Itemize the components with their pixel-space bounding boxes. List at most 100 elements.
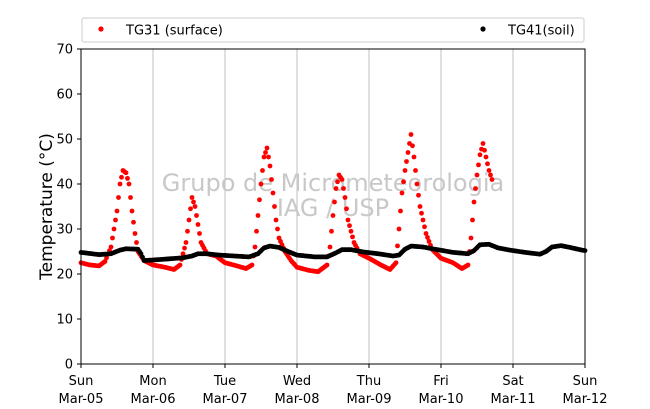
data-point [132,231,138,236]
data-point [270,190,276,196]
data-point [102,259,108,264]
legend[interactable]: TG31 (surface) TG41(soil) [81,17,585,43]
x-tick-date: Mar-06 [131,392,176,407]
data-point [189,195,195,200]
data-point [482,147,487,153]
y-tick-label: 40 [56,178,73,193]
data-point [117,181,123,187]
data-point [474,172,480,178]
data-point [425,235,430,240]
data-point [114,208,120,214]
x-tick-date: Mar-12 [563,392,608,407]
data-point [470,217,475,223]
data-point [342,195,348,200]
plot-frame [80,48,586,365]
series-soil [78,241,588,263]
vertical-grid [152,49,514,364]
data-point [188,206,193,212]
legend-marker-surface [98,26,104,32]
y-tick-label: 60 [56,88,73,103]
x-tick-day: Fri [433,374,449,389]
data-point [131,219,136,225]
data-point [194,213,199,218]
data-point [116,195,121,200]
x-tick-date: Mar-09 [347,392,392,407]
data-point [186,217,192,223]
data-point [258,181,264,187]
x-tick-day: Sun [573,374,598,389]
data-point [483,154,489,160]
data-point [395,243,400,249]
data-point [476,162,481,168]
data-point [414,181,420,187]
data-point [422,224,427,230]
x-tick-date: Mar-10 [419,392,464,407]
data-point [402,168,408,173]
data-point [488,172,493,178]
data-point [401,179,406,185]
data-point [177,262,183,268]
data-point [345,217,351,223]
data-point [468,235,474,241]
data-point [410,143,415,149]
y-tick-label: 50 [56,133,73,148]
data-point [416,192,421,198]
data-point [257,197,262,203]
y-axis-title: Temperature (°C) [37,133,57,281]
data-point [264,145,270,151]
data-point [350,234,355,240]
data-point [128,195,133,200]
data-point [191,199,196,205]
data-point [408,132,414,137]
x-tick-day: Sat [502,374,523,389]
data-point [344,206,349,212]
data-point [477,152,483,158]
y-tick-label: 30 [56,223,73,238]
x-tick-day: Tue [213,374,236,389]
data-point [252,244,258,250]
legend-label-soil: TG41(soil) [507,24,575,39]
data-point [339,177,345,182]
data-point [275,226,280,232]
x-tick-day: Sun [69,374,94,389]
data-point [420,217,426,223]
data-point [332,199,337,205]
legend-label-surface: TG31 (surface) [125,24,223,39]
data-point [269,177,274,182]
data-point [182,245,187,251]
data-point [347,223,352,229]
data-point [266,154,271,160]
data-series [78,132,588,275]
data-point [465,262,471,268]
data-point [134,240,139,245]
data-point [324,262,330,268]
data-point [108,244,114,250]
watermark-line-1: Grupo de Micrometeorologia [162,169,504,197]
data-point [330,213,336,218]
data-point [398,208,403,214]
data-point [183,240,189,245]
legend-frame [81,17,585,43]
data-point [273,217,279,223]
data-point [267,163,273,169]
data-point [263,150,268,155]
y-tick-label: 70 [56,43,73,58]
data-point [185,228,190,234]
data-point [471,199,477,205]
data-point [426,238,432,244]
data-point [192,204,198,209]
legend-marker-soil [480,26,486,32]
data-point [255,213,261,218]
data-point [180,251,186,257]
data-point [111,226,117,232]
data-point [486,168,492,173]
series-surface [78,132,495,275]
data-point [261,154,267,160]
data-point [405,150,411,155]
data-point [419,210,424,216]
data-point [335,179,340,185]
y-tick-label: 0 [65,358,73,373]
data-point [104,255,109,261]
data-point [249,262,255,268]
